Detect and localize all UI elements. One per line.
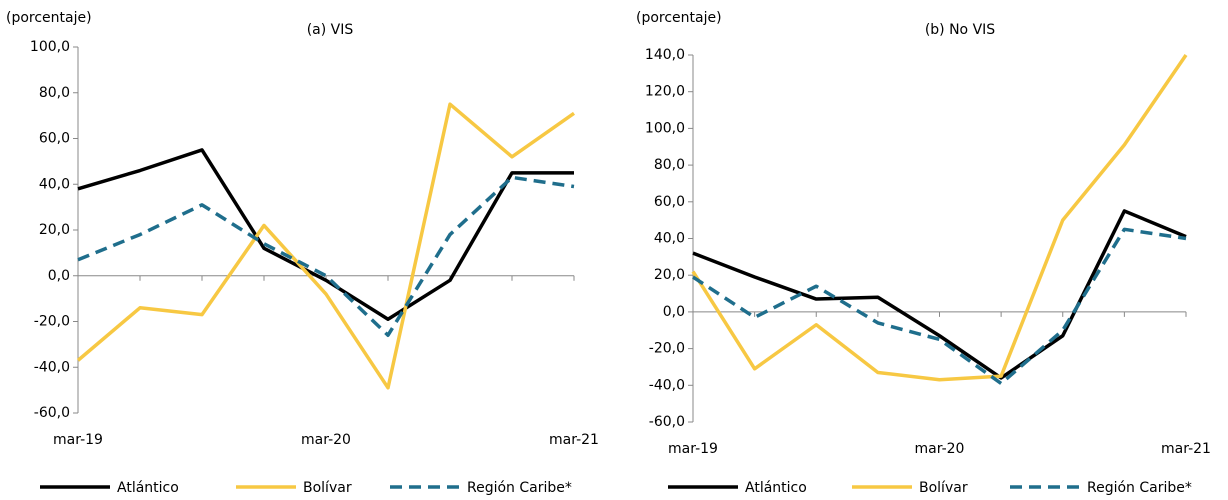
y-axis-label: (porcentaje) (636, 10, 722, 26)
y-tick-label: 40,0 (654, 231, 685, 247)
y-tick-label: 0,0 (663, 304, 685, 320)
chart-title: (b) No VIS (925, 22, 995, 38)
y-tick-label: 60,0 (654, 194, 685, 210)
series-line (691, 54, 1188, 382)
x-tick-label: mar-21 (549, 432, 599, 448)
y-axis-label: (porcentaje) (6, 10, 92, 26)
y-tick-label: 20,0 (654, 267, 685, 283)
y-tick-label: -40,0 (34, 359, 70, 375)
y-tick-label: 100,0 (30, 39, 70, 55)
legend-label: Bolívar (919, 480, 968, 496)
y-tick-label: 80,0 (654, 157, 685, 173)
y-tick-label: 140,0 (645, 47, 685, 63)
y-tick-label: -60,0 (34, 405, 70, 421)
y-tick-label: 20,0 (39, 222, 70, 238)
x-tick-label: mar-21 (1161, 441, 1211, 457)
y-tick-label: 100,0 (645, 120, 685, 136)
series-line (77, 175, 575, 337)
series-line (77, 148, 574, 321)
series-line (692, 227, 1187, 386)
series-line (76, 102, 576, 390)
y-tick-label: -60,0 (649, 414, 685, 430)
legend-label: Atlántico (117, 480, 179, 496)
x-tick-label: mar-19 (53, 432, 103, 448)
legend-label: Región Caribe* (467, 480, 572, 496)
series-line (692, 209, 1187, 380)
x-tick-label: mar-19 (668, 441, 718, 457)
legend-label: Región Caribe* (1087, 480, 1192, 496)
y-tick-label: 40,0 (39, 176, 70, 192)
legend-label: Atlántico (745, 480, 807, 496)
y-tick-label: 80,0 (39, 85, 70, 101)
chart-title: (a) VIS (307, 22, 354, 38)
y-tick-label: -20,0 (649, 341, 685, 357)
x-tick-label: mar-20 (301, 432, 351, 448)
legend-label: Bolívar (303, 480, 352, 496)
y-tick-label: 0,0 (48, 268, 70, 284)
y-tick-label: -20,0 (34, 314, 70, 330)
y-tick-label: 60,0 (39, 131, 70, 147)
x-tick-label: mar-20 (915, 441, 965, 457)
y-tick-label: 120,0 (645, 84, 685, 100)
y-tick-label: -40,0 (649, 377, 685, 393)
